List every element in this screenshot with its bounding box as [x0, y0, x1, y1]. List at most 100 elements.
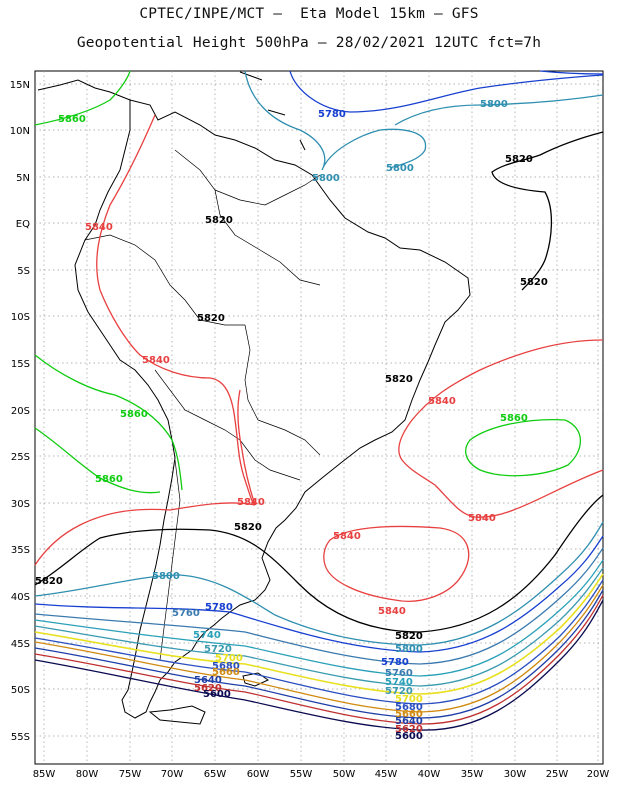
lon-tick-label: 20W — [587, 769, 610, 780]
lat-tick-label: 5S — [17, 266, 30, 277]
contour-5860-north — [34, 70, 131, 126]
contour-5640 — [34, 589, 604, 719]
contour-label: 5860 — [500, 413, 528, 424]
contour-label: 5780 — [381, 657, 409, 668]
lat-tick-label: 15S — [11, 359, 30, 370]
latitude-axis: 15N 10N 5N EQ 5S 10S 15S 20S 25S 30S 35S… — [10, 80, 30, 743]
contour-label: 5840 — [378, 606, 406, 617]
lat-tick-label: 55S — [11, 732, 30, 743]
lat-tick-label: 25S — [11, 452, 30, 463]
lat-tick-label: 30S — [11, 499, 30, 510]
contour-label: 5640 — [194, 675, 222, 686]
lon-tick-label: 30W — [504, 769, 527, 780]
lat-tick-label: 10N — [10, 126, 30, 137]
lon-tick-label: 75W — [119, 769, 142, 780]
contour-label: 5640 — [395, 716, 423, 727]
lon-tick-label: 50W — [333, 769, 356, 780]
contour-label: 5840 — [85, 222, 113, 233]
contour-5820-south — [34, 494, 604, 633]
contour-5820-north — [491, 131, 604, 291]
contour-label: 5820 — [234, 522, 262, 533]
lon-tick-label: 65W — [204, 769, 227, 780]
contour-5600 — [34, 599, 604, 731]
contour-label: 5860 — [95, 474, 123, 485]
contour-label: 5800 — [312, 173, 340, 184]
contour-label: 5660 — [395, 709, 423, 720]
plot-frame — [34, 70, 604, 765]
contour-label: 5600 — [203, 689, 231, 700]
contour-label: 5780 — [318, 109, 346, 120]
contour-labels: 5780 5800 5800 5800 5860 5820 5820 5840 … — [35, 99, 548, 742]
lon-tick-label: 40W — [418, 769, 441, 780]
coastlines — [37, 71, 471, 725]
south-america-coastline — [74, 99, 471, 719]
lat-tick-label: 45S — [11, 639, 30, 650]
contour-label: 5860 — [58, 114, 86, 125]
contour-label: 5840 — [237, 497, 265, 508]
contour-label: 5680 — [212, 661, 240, 672]
contour-label: 5780 — [205, 602, 233, 613]
contour-label: 5800 — [152, 571, 180, 582]
map-title: CPTEC/INPE/MCT – Eta Model 15km – GFS — [139, 6, 479, 22]
lon-tick-label: 70W — [161, 769, 184, 780]
contour-label: 5840 — [333, 531, 361, 542]
contour-label: 5740 — [385, 677, 413, 688]
contour-label: 5700 — [215, 653, 243, 664]
contour-5720 — [34, 567, 604, 687]
contour-label: 5760 — [172, 608, 200, 619]
contour-5840-closed — [323, 525, 470, 602]
contour-label: 5620 — [194, 683, 222, 694]
contour-label: 5740 — [193, 630, 221, 641]
lat-tick-label: 10S — [11, 312, 30, 323]
contour-5680 — [34, 579, 604, 705]
country-borders — [84, 149, 321, 661]
lat-tick-label: 40S — [11, 592, 30, 603]
contour-label: 5820 — [505, 154, 533, 165]
contour-5700 — [34, 573, 604, 695]
contour-label: 5620 — [395, 724, 423, 735]
contour-5840-south — [34, 389, 256, 566]
contour-label: 5860 — [120, 409, 148, 420]
contour-label: 5820 — [35, 576, 63, 587]
lon-tick-label: 55W — [290, 769, 313, 780]
contour-label: 5840 — [468, 513, 496, 524]
contour-label: 5840 — [142, 355, 170, 366]
contour-label: 5680 — [395, 702, 423, 713]
contour-label: 5820 — [205, 215, 233, 226]
lat-tick-label: 50S — [11, 685, 30, 696]
contour-5860-closed — [465, 419, 581, 477]
contour-5840-west — [96, 114, 256, 506]
contour-label: 5820 — [395, 631, 423, 642]
falkland-islands — [242, 672, 269, 687]
contour-5780-north — [289, 70, 604, 113]
contour-label: 5800 — [480, 99, 508, 110]
contour-label: 5600 — [395, 731, 423, 742]
lon-tick-label: 85W — [33, 769, 56, 780]
longitude-axis: 85W 80W 75W 70W 65W 60W 55W 50W 45W 40W … — [33, 769, 610, 780]
contour-label: 5840 — [428, 396, 456, 407]
map-subtitle: Geopotential Height 500hPa – 28/02/2021 … — [76, 35, 542, 51]
contour-label: 5800 — [386, 163, 414, 174]
contour-5780 — [34, 535, 604, 653]
lat-tick-label: 20S — [11, 406, 30, 417]
lat-tick-label: 35S — [11, 545, 30, 556]
contour-label: 5720 — [204, 644, 232, 655]
contour-5860-west — [34, 354, 183, 494]
contour-label: 5720 — [385, 686, 413, 697]
contour-5660 — [34, 584, 604, 713]
lon-tick-label: 25W — [546, 769, 569, 780]
contour-label: 5700 — [395, 694, 423, 705]
contour-label: 5820 — [197, 313, 225, 324]
contour-5620 — [34, 594, 604, 725]
lat-tick-label: 15N — [10, 80, 30, 91]
contour-5900-top — [539, 70, 604, 75]
contours — [34, 70, 604, 731]
contour-label: 5800 — [395, 644, 423, 655]
tierra-del-fuego — [148, 705, 206, 725]
lon-tick-label: 35W — [461, 769, 484, 780]
lat-tick-label: 5N — [16, 173, 30, 184]
contour-label: 5820 — [385, 374, 413, 385]
contour-label: 5760 — [385, 668, 413, 679]
lon-tick-label: 80W — [76, 769, 99, 780]
